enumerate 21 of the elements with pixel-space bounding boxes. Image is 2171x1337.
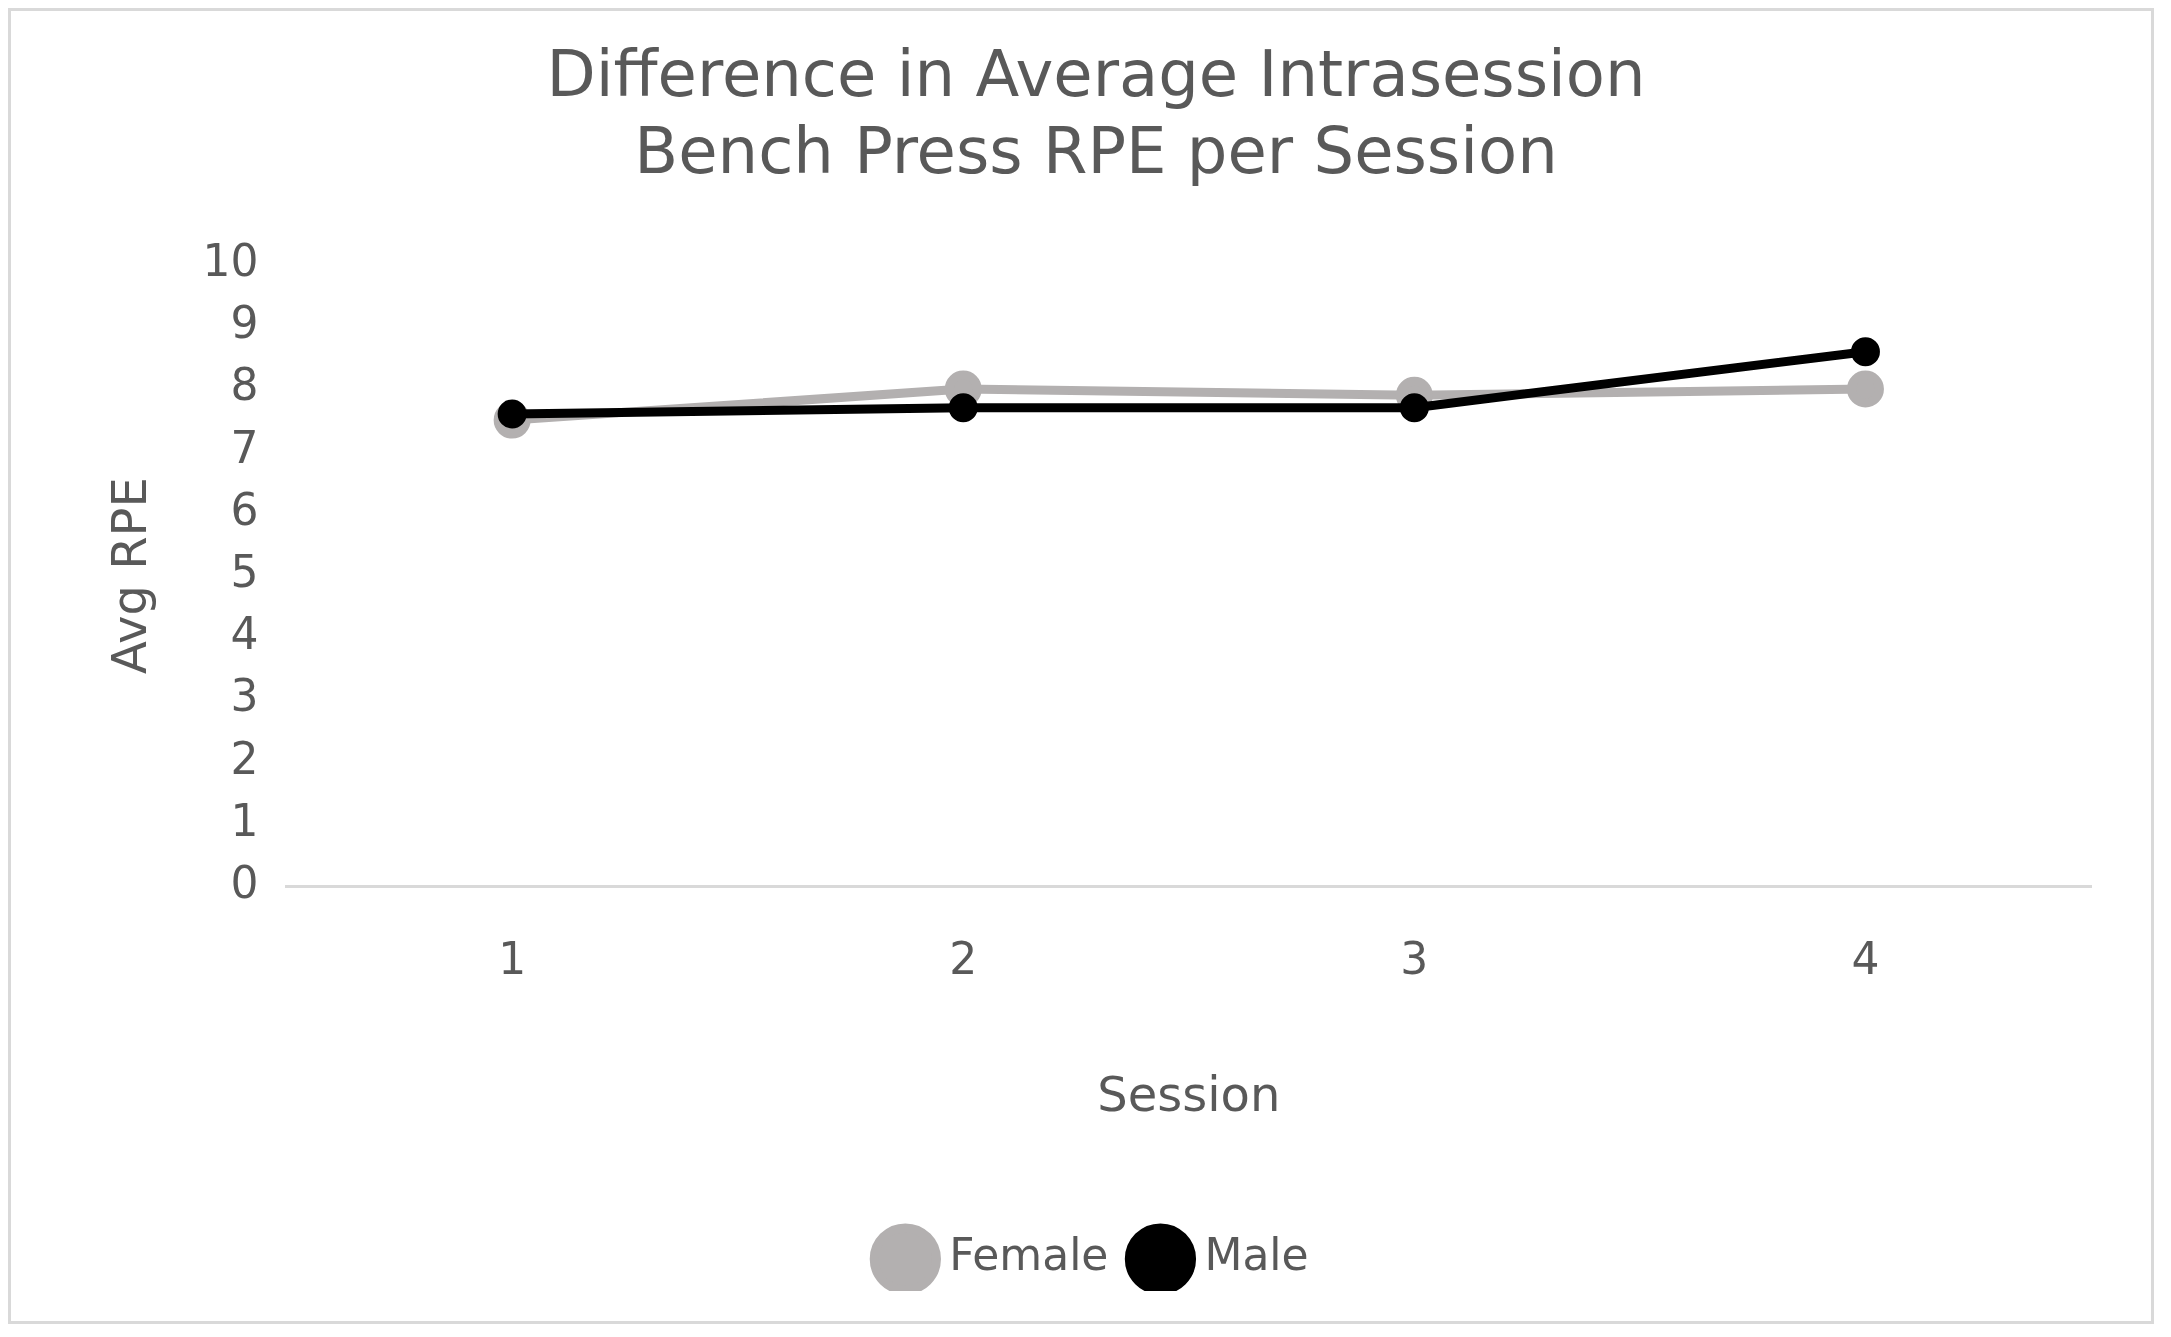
y-tick-label: 2 [230, 732, 259, 784]
y-tick-label: 8 [230, 359, 259, 411]
x-tick-label: 2 [949, 933, 978, 985]
x-tick-label: 3 [1400, 933, 1429, 985]
y-tick-label: 1 [230, 794, 259, 846]
y-tick-label: 9 [230, 297, 259, 349]
legend-label: Male [1204, 1229, 1309, 1281]
y-tick-label: 6 [230, 483, 259, 535]
legend-label: Female [949, 1229, 1109, 1281]
y-tick-label: 0 [230, 857, 259, 909]
y-tick-label: 7 [230, 421, 259, 473]
text: Bench Press RPE per Session [634, 113, 1558, 188]
y-tick-label: 10 [202, 235, 259, 287]
y-tick-label: 3 [230, 670, 259, 722]
x-axis-title: Session [1097, 1065, 1281, 1122]
x-tick-label: 1 [498, 933, 527, 985]
x-tick-label: 4 [1851, 933, 1880, 985]
y-tick-label: 4 [230, 608, 259, 660]
text: Difference in Average Intrasession [546, 37, 1646, 112]
y-axis-title: Avg RPE [101, 477, 158, 674]
y-tick-label: 5 [230, 546, 259, 598]
